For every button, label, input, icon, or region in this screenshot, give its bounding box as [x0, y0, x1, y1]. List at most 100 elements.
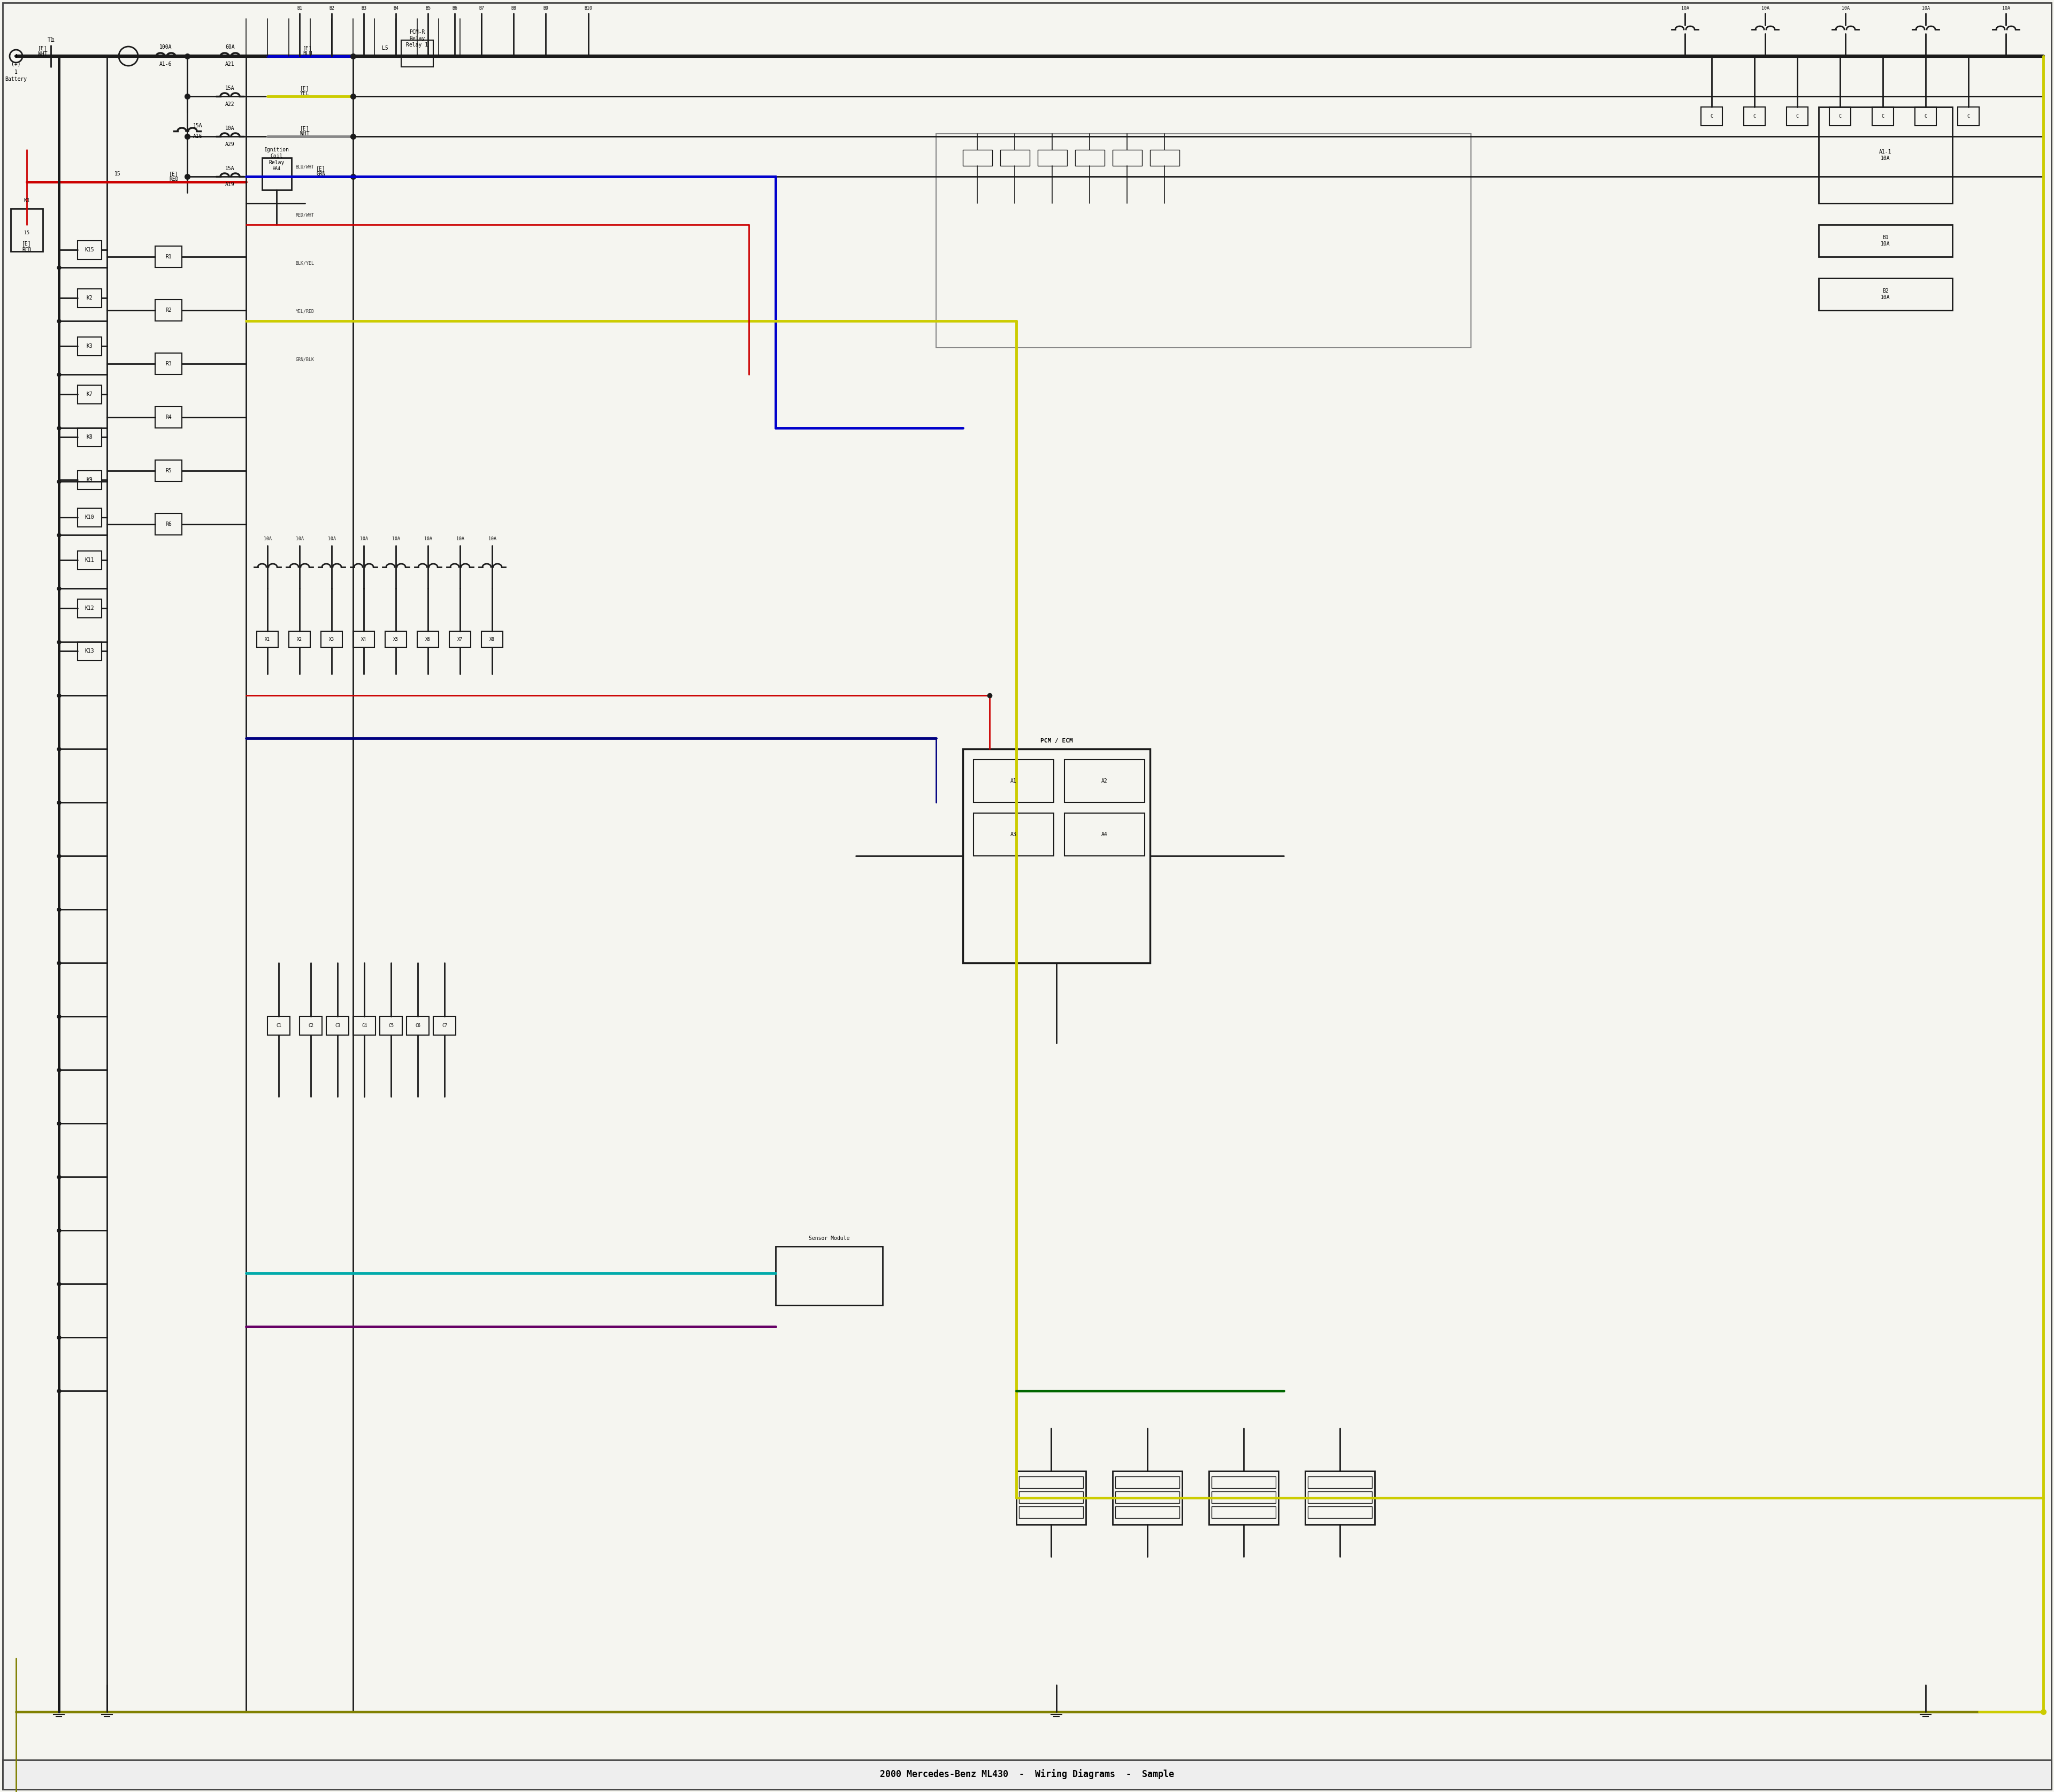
Text: 10A: 10A: [489, 538, 497, 541]
Text: K13: K13: [84, 649, 94, 654]
Text: 10A: 10A: [1760, 5, 1768, 11]
Text: C2: C2: [308, 1023, 314, 1029]
Bar: [386, 631, 407, 647]
Text: C: C: [1754, 113, 1756, 118]
Bar: [1304, 1471, 1374, 1525]
Bar: [257, 631, 277, 647]
Text: 15: 15: [115, 172, 121, 177]
Text: RED: RED: [168, 177, 179, 181]
Bar: [1830, 108, 1851, 125]
Text: [E]: [E]: [168, 172, 179, 177]
Text: RED: RED: [23, 247, 31, 253]
Text: A19: A19: [226, 181, 234, 186]
Text: C1: C1: [275, 1023, 281, 1029]
Bar: [1115, 1507, 1179, 1518]
Text: 10A: 10A: [2003, 5, 2011, 11]
Text: B2: B2: [329, 5, 335, 11]
Text: YEL/RED: YEL/RED: [296, 308, 314, 314]
Text: (+): (+): [12, 61, 21, 66]
Bar: [78, 642, 101, 661]
Bar: [1210, 1471, 1278, 1525]
Text: R1: R1: [166, 254, 173, 260]
Bar: [1212, 1477, 1276, 1487]
Bar: [78, 509, 101, 527]
Text: PCM-R: PCM-R: [409, 29, 425, 34]
Bar: [320, 631, 343, 647]
Text: RED/WHT: RED/WHT: [296, 213, 314, 217]
Text: 10A: 10A: [226, 125, 234, 131]
Bar: [156, 353, 183, 375]
Text: K9: K9: [86, 477, 92, 482]
Bar: [1019, 1477, 1082, 1487]
Text: R6: R6: [166, 521, 173, 527]
Bar: [1019, 1507, 1082, 1518]
Text: 100A: 100A: [160, 45, 173, 50]
Text: X1: X1: [265, 636, 271, 642]
Text: 10A: 10A: [1923, 5, 1929, 11]
Text: 10A: 10A: [456, 538, 464, 541]
Bar: [1115, 1491, 1179, 1503]
Text: R4: R4: [166, 414, 173, 419]
Bar: [1744, 108, 1764, 125]
Text: Coil: Coil: [271, 154, 283, 159]
Text: 15A: 15A: [226, 167, 234, 172]
Text: A21: A21: [226, 61, 234, 66]
Text: R5: R5: [166, 468, 173, 473]
Text: Relay 1: Relay 1: [407, 43, 427, 48]
Bar: [1150, 151, 1179, 167]
Bar: [78, 428, 101, 446]
Text: C3: C3: [335, 1023, 341, 1029]
Text: 10A: 10A: [1680, 5, 1688, 11]
Text: C: C: [1711, 113, 1713, 118]
Text: 10A: 10A: [296, 538, 304, 541]
Bar: [156, 461, 183, 482]
Bar: [1115, 1477, 1179, 1487]
Text: K3: K3: [86, 344, 92, 349]
Text: R2: R2: [166, 308, 173, 314]
Text: Relay: Relay: [409, 36, 425, 41]
Bar: [78, 599, 101, 618]
Text: [E]: [E]: [300, 86, 310, 91]
Text: 10A: 10A: [329, 538, 335, 541]
Text: 1: 1: [14, 70, 18, 75]
Text: A16: A16: [193, 134, 203, 140]
Text: K8: K8: [86, 434, 92, 439]
Bar: [78, 240, 101, 260]
Text: C4: C4: [362, 1023, 368, 1029]
Bar: [407, 1016, 429, 1036]
Bar: [1113, 151, 1142, 167]
Bar: [974, 760, 1054, 803]
Text: B1
10A: B1 10A: [1881, 235, 1890, 247]
Text: X5: X5: [392, 636, 398, 642]
Bar: [450, 631, 470, 647]
Text: X4: X4: [362, 636, 366, 642]
Text: X3: X3: [329, 636, 335, 642]
Text: A1: A1: [1011, 778, 1017, 783]
Bar: [1074, 151, 1105, 167]
Text: Battery: Battery: [4, 77, 27, 82]
Text: WHT: WHT: [300, 131, 310, 136]
Text: C: C: [1795, 113, 1799, 118]
Bar: [1017, 1471, 1087, 1525]
Text: Sensor Module: Sensor Module: [809, 1236, 850, 1242]
Text: K11: K11: [84, 557, 94, 563]
Text: 2000 Mercedes-Benz ML430  -  Wiring Diagrams  -  Sample: 2000 Mercedes-Benz ML430 - Wiring Diagra…: [879, 1769, 1175, 1779]
Bar: [1818, 278, 1953, 310]
Bar: [156, 407, 183, 428]
Bar: [1818, 108, 1953, 202]
Text: HA4: HA4: [273, 167, 281, 172]
Bar: [1000, 151, 1029, 167]
Text: WHT: WHT: [39, 52, 47, 57]
Bar: [380, 1016, 403, 1036]
Bar: [1957, 108, 1980, 125]
Text: K12: K12: [84, 606, 94, 611]
Bar: [156, 514, 183, 536]
Text: B3: B3: [362, 5, 366, 11]
Bar: [10, 208, 43, 251]
Text: 10A: 10A: [1840, 5, 1849, 11]
Bar: [78, 289, 101, 308]
Text: C5: C5: [388, 1023, 394, 1029]
Text: A1-6: A1-6: [160, 61, 173, 66]
Bar: [1308, 1477, 1372, 1487]
Text: 10A: 10A: [392, 538, 401, 541]
